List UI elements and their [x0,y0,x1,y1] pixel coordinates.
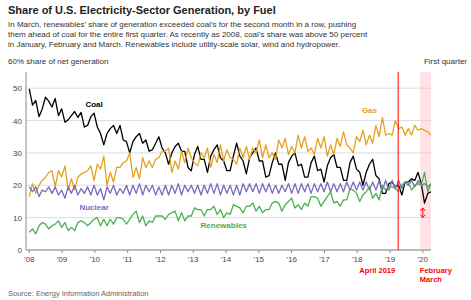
x-tick-label: '17 [319,255,330,264]
chart: Share of U.S. Electricity-Sector Generat… [0,0,471,300]
x-tick [291,250,292,253]
series-label: Gas [362,106,378,115]
x-tick [226,250,227,253]
x-tick [160,250,161,253]
subtitle: In March, renewables’ share of generatio… [8,20,368,49]
x-tick-label: '12 [155,255,166,264]
x-tick-label: '11 [123,255,133,264]
x-tick [357,250,358,253]
grid-line [26,88,431,89]
source: Source: Energy Information Administratio… [8,289,149,298]
y-axis-label: 60% share of net generation [8,57,109,66]
x-tick [324,250,325,253]
annotation-text: FebruaryMarch [420,266,453,284]
x-tick [258,250,259,253]
y-tick-label: 30 [13,149,22,158]
x-tick-label: '09 [57,255,68,264]
y-tick-label: 40 [13,117,22,126]
plot-area [29,72,431,250]
grid-line [26,217,431,218]
x-tick-label: '18 [352,255,363,264]
series-label: Coal [85,100,102,109]
x-tick-label: '16 [286,255,297,264]
annotation-line [398,72,399,250]
x-tick [94,250,95,253]
annotation-text: April 2019 [359,266,395,275]
highlight-label: First quarter [424,57,467,66]
series-line [29,89,431,203]
x-tick-label: '10 [90,255,101,264]
series-line [29,172,431,233]
x-tick-label: '14 [221,255,232,264]
x-tick-label: '19 [385,255,396,264]
y-tick-label: 50 [13,84,22,93]
x-tick-label: '15 [254,255,265,264]
x-tick-label: '08 [24,255,35,264]
x-tick [193,250,194,253]
series-label: Nuclear [79,203,108,212]
series-label: Renewables [201,221,248,230]
x-tick [422,250,423,253]
x-axis-line [26,250,431,251]
annotation-arrow [420,208,425,218]
grid-line [26,185,431,186]
y-tick-label: 20 [13,181,22,190]
y-axis-line [26,72,27,250]
x-tick [29,250,30,253]
x-tick [62,250,63,253]
x-tick-label: '13 [188,255,199,264]
x-tick [127,250,128,253]
y-tick-label: 0 [18,246,23,255]
title: Share of U.S. Electricity-Sector Generat… [8,4,276,16]
x-tick-label: '20 [418,255,429,264]
y-tick-label: 10 [13,214,22,223]
grid-line [26,120,431,121]
x-tick [390,250,391,253]
grid-line [26,250,431,251]
highlight-band [420,72,431,250]
